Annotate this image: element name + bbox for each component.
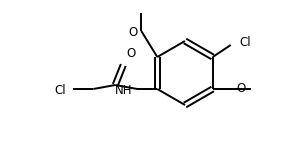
Text: Cl: Cl [240, 36, 251, 50]
Text: NH: NH [115, 83, 132, 97]
Text: O: O [126, 47, 136, 60]
Text: O: O [128, 26, 137, 38]
Text: Cl: Cl [55, 83, 66, 97]
Text: O: O [237, 83, 246, 96]
